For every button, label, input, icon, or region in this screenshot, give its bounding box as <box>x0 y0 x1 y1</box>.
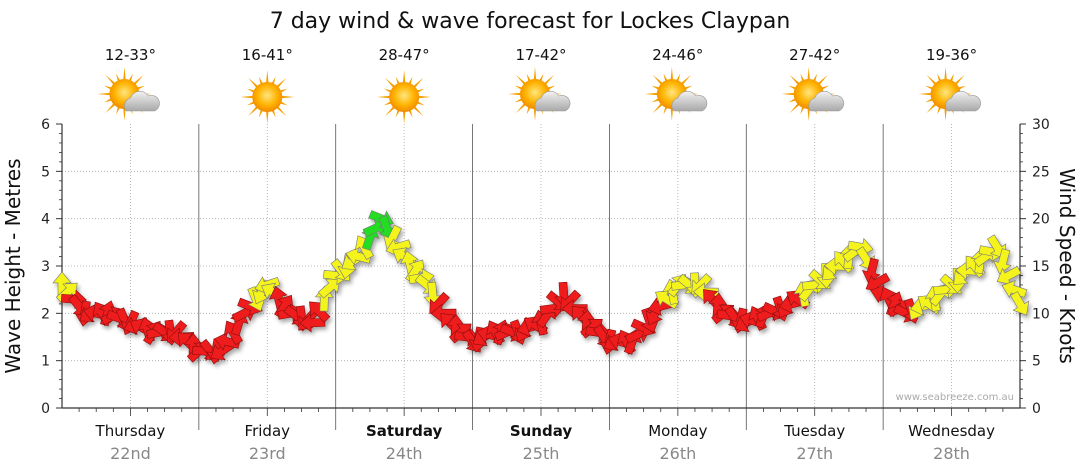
wind-arrow <box>317 278 341 299</box>
y-tick-label-left: 3 <box>41 259 50 275</box>
temperature-label: 12-33° <box>105 46 156 64</box>
y-tick-label-right: 20 <box>1032 212 1050 228</box>
chart-title: 7 day wind & wave forecast for Lockes Cl… <box>270 9 791 34</box>
wind-arrow <box>993 248 1012 275</box>
partly-cloudy-icon <box>97 67 160 121</box>
y-tick-label-right: 15 <box>1032 259 1050 275</box>
y-axis-label-left: Wave Height - Metres <box>1 158 25 373</box>
temperature-label: 24-46° <box>652 46 703 64</box>
day-name-label: Monday <box>648 422 707 440</box>
temperature-label: 17-42° <box>515 46 566 64</box>
sunny-icon <box>377 70 432 124</box>
partly-cloudy-icon <box>918 67 981 121</box>
day-date-label: 22nd <box>110 444 151 463</box>
right-axis-ticks: 0 5 10 15 20 25 30 <box>1020 117 1050 417</box>
day-name-label: Sunday <box>510 422 573 440</box>
day-name-label: Tuesday <box>783 422 845 440</box>
temperature-label: 16-41° <box>242 46 293 64</box>
y-tick-label-right: 30 <box>1032 117 1050 133</box>
y-tick-label-right: 25 <box>1032 164 1050 180</box>
day-name-label: Wednesday <box>908 422 995 440</box>
wind-arrow <box>861 257 881 284</box>
day-date-label: 24th <box>386 444 423 463</box>
y-tick-label-right: 10 <box>1032 306 1050 322</box>
day-name-label: Saturday <box>366 422 443 440</box>
day-date-label: 23rd <box>249 444 286 463</box>
day-date-label: 28th <box>933 444 970 463</box>
temperature-label: 19-36° <box>926 46 977 64</box>
day-date-label: 25th <box>523 444 560 463</box>
day-date-label: 26th <box>659 444 696 463</box>
y-tick-label-right: 5 <box>1032 354 1041 370</box>
y-tick-label-left: 6 <box>41 117 50 133</box>
weather-row: 12-33° 16-41° 28-47° 17-42° 24-46° 27-42° 19-3… <box>97 46 981 124</box>
y-tick-label-left: 5 <box>41 164 50 180</box>
partly-cloudy-icon <box>508 67 571 121</box>
day-date-label: 27th <box>796 444 833 463</box>
partly-cloudy-icon <box>644 67 708 121</box>
day-name-label: Friday <box>245 422 291 440</box>
y-tick-label-left: 0 <box>41 401 50 417</box>
y-tick-label-left: 2 <box>41 306 50 322</box>
left-axis-ticks: 0 1 2 3 4 5 6 <box>41 117 62 417</box>
sunny-icon <box>240 70 295 124</box>
wind-arrow <box>1001 280 1028 299</box>
wind-arrows <box>52 210 1030 365</box>
partly-cloudy-icon <box>781 67 845 121</box>
temperature-label: 27-42° <box>789 46 840 64</box>
y-tick-label-left: 4 <box>41 212 50 228</box>
y-tick-label-right: 0 <box>1032 401 1041 417</box>
temperature-label: 28-47° <box>379 46 430 64</box>
y-tick-label-left: 1 <box>41 354 50 370</box>
day-labels: Thursday 22nd Friday 23rd Saturday 24th Sunday… <box>95 422 996 463</box>
watermark: www.seabreeze.com.au <box>896 392 1014 403</box>
day-name-label: Thursday <box>95 422 166 440</box>
y-axis-label-right: Wind Speed - Knots <box>1055 168 1079 364</box>
wind-arrow <box>1010 291 1030 316</box>
